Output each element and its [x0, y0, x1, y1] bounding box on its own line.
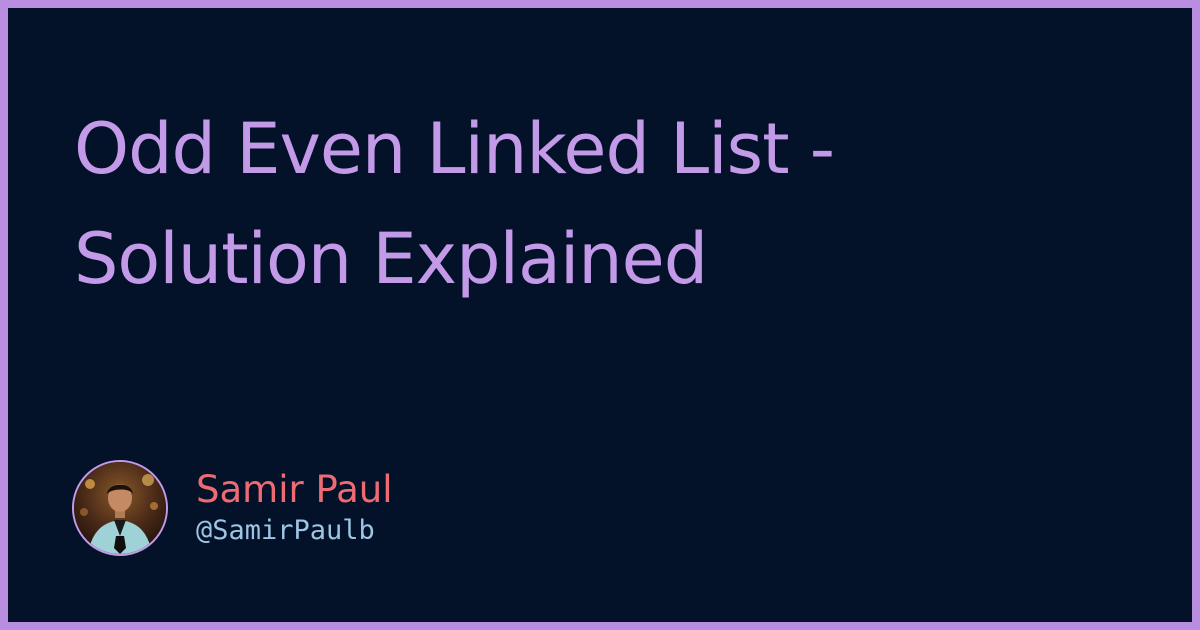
author-handle: @SamirPaulb — [196, 515, 375, 546]
author-photo-icon — [74, 462, 166, 554]
social-card: Odd Even Linked List - Solution Explaine… — [8, 8, 1192, 622]
author-text: Samir Paul @SamirPaulb — [196, 468, 393, 548]
post-title-line-1: Odd Even Linked List - — [74, 108, 835, 190]
post-title: Odd Even Linked List - Solution Explaine… — [74, 94, 1154, 314]
post-title-line-2: Solution Explained — [74, 218, 708, 300]
author-avatar — [72, 460, 168, 556]
author-name: Samir Paul — [196, 468, 393, 511]
author-block: Samir Paul @SamirPaulb — [72, 458, 393, 558]
